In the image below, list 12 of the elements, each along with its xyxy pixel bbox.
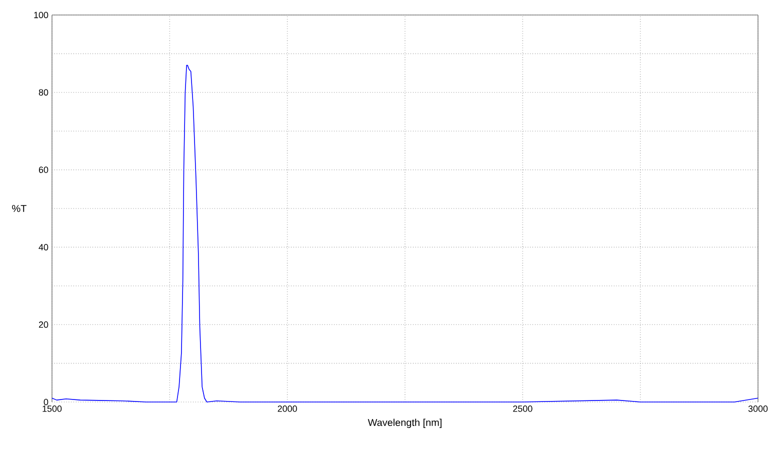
x-tick-label: 3000: [748, 406, 768, 412]
y-tick-label: 80: [38, 89, 48, 96]
x-axis-title: Wavelength [nm]: [368, 418, 442, 428]
y-axis-title: %T: [12, 205, 26, 212]
x-tick-label: 2500: [513, 406, 532, 412]
x-tick-label: 2000: [278, 406, 297, 412]
y-tick-label: 60: [38, 166, 48, 173]
y-tick-label: 20: [38, 321, 48, 328]
y-tick-label: 40: [38, 244, 48, 250]
x-tick-label: 1500: [42, 406, 62, 412]
y-tick-label: 100: [34, 12, 48, 18]
y-tick-label: 0: [44, 398, 48, 406]
